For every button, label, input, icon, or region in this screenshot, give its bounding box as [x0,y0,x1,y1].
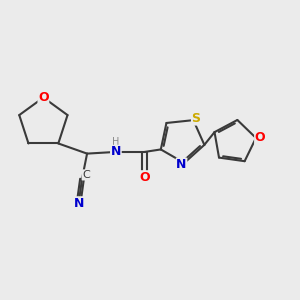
Text: O: O [38,91,49,104]
Text: H: H [112,137,119,147]
Text: O: O [139,171,150,184]
Text: S: S [192,112,201,125]
Text: O: O [255,131,265,144]
Text: N: N [74,197,84,210]
Text: N: N [176,158,187,171]
Text: C: C [82,170,90,180]
Text: N: N [111,146,121,158]
